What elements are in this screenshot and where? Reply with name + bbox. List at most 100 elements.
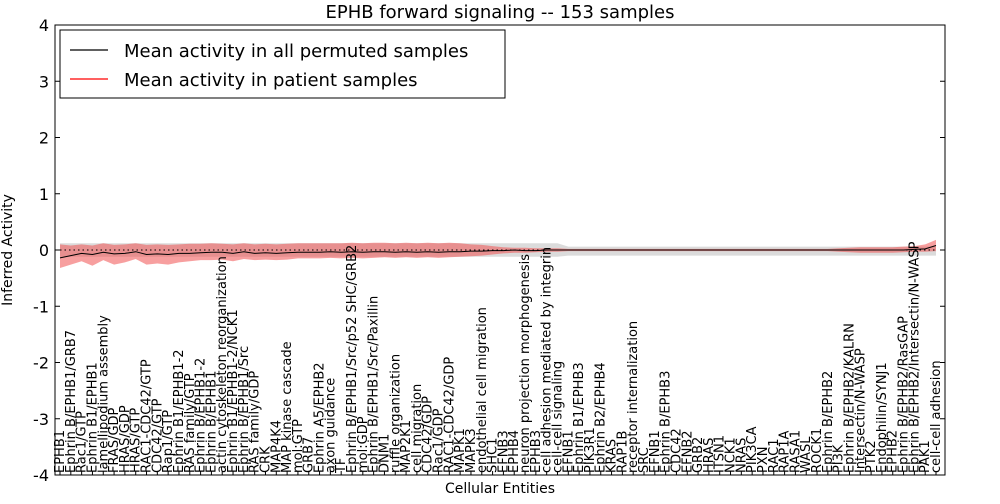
x-tick-label: mol:GDP [356, 416, 371, 473]
x-tick-label: GRB7 [302, 437, 317, 473]
chart-title: EPHB forward signaling -- 153 samples [326, 2, 675, 23]
x-tick-label: Ephrin A5/EPHB2 [313, 362, 328, 473]
x-tick-label: RAS family/GDP [248, 371, 263, 473]
x-tick-label: Ephrin B1/EPHB1 [85, 362, 100, 473]
x-tick-label: Ephrin B/EPHB1/Src/p52 SHC/GRB2 [345, 245, 360, 473]
x-tick-label: RAP1A [778, 430, 793, 473]
x-tick-label: Rap1/GTP [161, 410, 176, 473]
y-tick-label: -1 [33, 297, 49, 316]
x-axis-label: Cellular Entities [445, 481, 555, 497]
x-tick-label: DNM1 [377, 434, 392, 473]
x-tick-label: Endophilin/SYNJ1 [875, 362, 890, 473]
x-tick-label: Ephrin B/EPHB2/Intersectin/N-WASP [907, 241, 922, 473]
x-tick-label: neuron projection morphogenesis [518, 254, 533, 473]
x-tick-label: RASA1 [788, 430, 803, 473]
x-tick-label: Ephrin B/EPHB2 [821, 371, 836, 473]
x-tick-label: Intersectin/N-WASP [853, 348, 868, 473]
legend: Mean activity in all permuted samples Me… [59, 29, 506, 99]
x-tick-label: cell-cell signaling [551, 361, 566, 473]
x-tick-label: HRAS/GTP [129, 408, 144, 473]
x-tick-label: Ephrin B1/EPHB3 [572, 362, 587, 473]
x-tick-label: Ephrin B/EPHB1/Src [237, 346, 252, 473]
legend-label-patient: Mean activity in patient samples [124, 70, 418, 91]
x-tick-label: PIK3R1 [583, 427, 598, 473]
x-tick-label: EFNB3 [496, 430, 511, 473]
line-patient-mean [59, 245, 937, 259]
x-tick-label: Rac1/GDP [432, 408, 447, 473]
x-tick-label: RAC1-CDC42/GDP [442, 357, 457, 473]
x-tick-label: cell migration [410, 384, 425, 473]
x-tick-label: axon guidance [323, 378, 338, 473]
x-tick-label: ruffle organization [388, 354, 403, 473]
x-tick-label: EPHB1 [53, 430, 68, 473]
x-tick-label: EFNB1 [561, 430, 576, 473]
x-tick-label: cell adhesion mediated by integrin [540, 247, 555, 473]
y-tick-label: 3 [39, 72, 49, 91]
y-tick-label: 2 [39, 129, 49, 148]
x-tick-label: PIK3CA [745, 426, 760, 473]
x-tick-label: Ephrin B2/EPHB4 [594, 362, 609, 473]
y-axis-label: Inferred Activity [0, 194, 16, 306]
x-tick-label: Ephrin B/EPHB2/KALRN [843, 323, 858, 473]
y-tick-label: -3 [33, 410, 49, 429]
x-tick-label: Rac1/GTP [75, 411, 90, 473]
x-tick-label: CDC42/GDP [421, 396, 436, 473]
x-tick-label: EPHB2 [886, 430, 901, 473]
x-tick-label: CDC42 [669, 428, 684, 473]
x-tick-label: PXN [756, 447, 771, 473]
confidence-bands [60, 239, 936, 268]
x-tick-label: Ephrin B1/EPHB1-2 [172, 349, 187, 473]
x-tick-label: actin cytoskeleton reorganization [215, 256, 230, 473]
x-tick-label: SRC [637, 447, 652, 473]
x-tick-label: Ephrin B/EPHB1-2 [194, 358, 209, 473]
x-tick-label: CRK [259, 446, 274, 473]
x-tick-label: Ephrin B/EPHB1/Src/Paxillin [367, 296, 382, 473]
x-tick-label: MAPK3 [464, 428, 479, 473]
x-tick-label: lamellipodium assembly [96, 315, 111, 473]
x-tick-label: Ephrin B/EPHB1 [204, 371, 219, 473]
y-tick-label: 1 [39, 185, 49, 204]
x-tick-label: cell-cell adhesion [929, 360, 944, 473]
x-tick-label: SHC1 [486, 438, 501, 473]
x-tick-label: GRB2 [691, 437, 706, 473]
series-lines [59, 245, 937, 259]
y-tick-label: 0 [39, 241, 49, 260]
x-tick-label: ROCK1 [810, 428, 825, 473]
x-tick-label: TF [334, 458, 349, 474]
x-tick-label: MAP kinase cascade [280, 341, 295, 473]
legend-label-permuted: Mean activity in all permuted samples [124, 41, 468, 62]
x-tick-label: CDC42/GTP [150, 398, 165, 473]
y-tick-label: -2 [33, 354, 49, 373]
x-tick-label: RAS family/GTP [183, 373, 198, 473]
x-tick-label: PAK1 [918, 440, 933, 473]
x-tick-label: HRAS/GDP [118, 405, 133, 473]
x-tick-label: NCK1 [724, 437, 739, 473]
x-tick-label: Ephrin B/EPHB2/RasGAP [897, 316, 912, 473]
x-tick-label: receptor internalization [626, 321, 641, 473]
x-tick-label: EFNB1 [648, 430, 663, 473]
x-tick-label: EFNB2 [680, 430, 695, 473]
x-tick-label: RAC1 [767, 438, 782, 473]
x-tick-label: WASL [799, 436, 814, 473]
x-tick-label: MAP2K1 [399, 420, 414, 473]
x-tick-label: MAP4K4 [269, 420, 284, 473]
x-tick-label: HRAS [702, 438, 717, 473]
x-tick-label: PI3K [832, 444, 847, 473]
x-tick-label: RAC1-CDC42/GTP [140, 359, 155, 473]
y-axis: -4 -3 -2 -1 0 1 2 3 4 [33, 16, 945, 485]
x-tick-label: EPHB3 [529, 430, 544, 473]
x-tick-label: KRAS [605, 439, 620, 473]
x-tick-label: RAP1B [615, 431, 630, 473]
legend-box [59, 29, 506, 99]
x-tick-label: PTK2 [864, 440, 879, 473]
x-tick-label: endothelial cell migration [475, 307, 490, 473]
x-tick-label: ITSN1 [713, 435, 728, 473]
x-tick-label: FRAS/GDP [107, 407, 122, 473]
x-tick-label: mol:GTP [291, 419, 306, 473]
x-tick-label: Ephrin B1/EPHB1-2/NCK1 [226, 309, 241, 473]
band-patient [60, 239, 936, 268]
y-tick-label: -4 [33, 466, 49, 485]
